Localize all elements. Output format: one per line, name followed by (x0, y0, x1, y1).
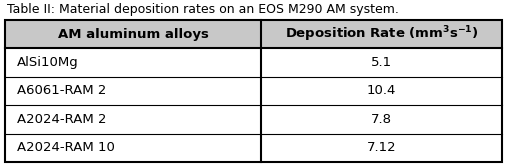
Text: 10.4: 10.4 (367, 84, 396, 98)
Bar (5, 77, 502, 105)
Bar (5, 134, 502, 162)
Text: A2024-RAM 10: A2024-RAM 10 (17, 141, 115, 154)
Text: $\mathbf{Deposition\ Rate\ (mm^3s^{-1})}$: $\mathbf{Deposition\ Rate\ (mm^3s^{-1})}… (284, 24, 478, 44)
Text: AM aluminum alloys: AM aluminum alloys (57, 28, 208, 41)
Text: Table II: Material deposition rates on an EOS M290 AM system.: Table II: Material deposition rates on a… (7, 3, 399, 16)
Bar (5, 20, 502, 162)
Bar (5, 48, 502, 77)
Bar (5, 20, 502, 48)
Text: 7.8: 7.8 (371, 113, 392, 126)
Text: 7.12: 7.12 (367, 141, 396, 154)
Text: AlSi10Mg: AlSi10Mg (17, 56, 79, 69)
Text: A6061-RAM 2: A6061-RAM 2 (17, 84, 106, 98)
Bar (5, 105, 502, 134)
Text: 5.1: 5.1 (371, 56, 392, 69)
Text: A2024-RAM 2: A2024-RAM 2 (17, 113, 106, 126)
